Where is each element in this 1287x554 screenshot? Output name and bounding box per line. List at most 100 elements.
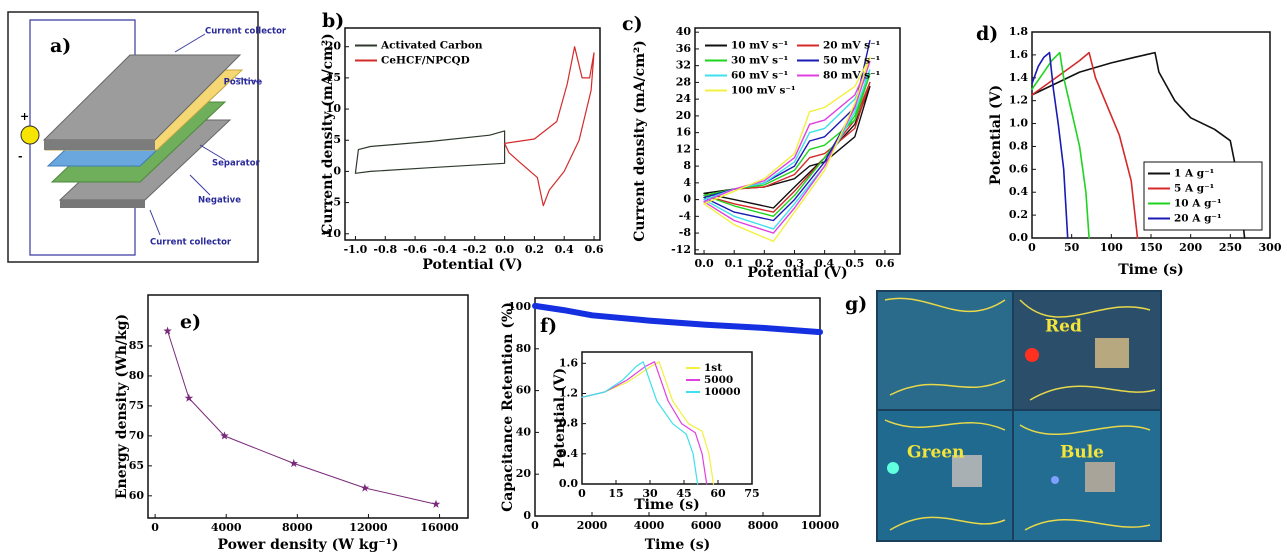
diagram-panel: + - a) Current collector Positive Separa…: [7, 11, 287, 263]
led: [1051, 476, 1059, 484]
legend-label: CeHCF/NPCQD: [381, 55, 470, 67]
x-tick-label: 0.3: [785, 257, 804, 270]
x-tick-label: 0.0: [495, 243, 514, 256]
led: [1025, 348, 1039, 362]
photo: [878, 411, 1012, 540]
x-tick-label: 16000: [420, 521, 459, 534]
y-tick-label: 10: [326, 102, 342, 115]
y-tick-label: 0.2: [1009, 208, 1028, 221]
marker: [184, 393, 194, 402]
marker: [163, 326, 172, 335]
x-tick-label: 0: [151, 521, 159, 534]
y-tick-label: 60: [516, 384, 532, 397]
legend-label: 10 mV s⁻¹: [731, 40, 788, 52]
y-tick-label: 1.6: [559, 356, 578, 369]
y-tick-label: -4: [679, 209, 692, 222]
y-tick-label: 1.8: [1009, 25, 1028, 38]
marker: [289, 458, 299, 468]
series-line: [703, 73, 871, 217]
panel-label: c): [622, 13, 643, 35]
x-tick-label: 200: [1179, 241, 1202, 254]
plot-frame: [147, 294, 469, 519]
x-tick-label: 0.6: [875, 257, 894, 270]
series-line: [1031, 51, 1246, 239]
legend-label: 80 mV s⁻¹: [823, 70, 880, 82]
pointer: [199, 144, 226, 161]
y-tick-label: 80: [129, 369, 145, 382]
device: [1085, 462, 1115, 492]
series-line: [167, 330, 437, 505]
y-tick-label: 0.4: [559, 447, 578, 460]
photo: [1014, 292, 1160, 409]
y-tick-label: 0: [683, 193, 691, 206]
chart: 0 50 100 150 200 250 300 0.0 0.2 0.4 0.6 0.8 1.0 1.2 1…: [976, 23, 1282, 278]
x-tick-label: -1.0: [344, 243, 368, 256]
y-axis-label: Potential (V): [988, 85, 1004, 185]
x-tick-label: -0.2: [463, 243, 487, 256]
legend-label: 100 mV s⁻¹: [731, 85, 796, 97]
legend-label: 50 mV s⁻¹: [823, 55, 880, 67]
series-line: [532, 302, 823, 336]
plate-edge: [60, 200, 145, 208]
y-tick-label: 20: [676, 109, 692, 122]
y-tick-label: 0.8: [1009, 139, 1028, 152]
x-axis-label: Power density (W kg⁻¹): [217, 537, 398, 553]
plot-frame: [344, 27, 601, 241]
y-tick-label: 20: [516, 467, 532, 480]
y-tick-label: 28: [676, 75, 692, 88]
x-tick-label: 0.5: [845, 257, 864, 270]
photo-panel: g) Red Green Bule: [845, 290, 1162, 542]
legend-label: Activated Carbon: [380, 40, 483, 52]
legend-label: 30 mV s⁻¹: [731, 55, 788, 67]
chart: -1.0 -0.8 -0.6 -0.4 -0.2 0.0 0.2 0.4 0.6 -10 -5 0 5 1…: [320, 10, 604, 273]
y-tick-label: 32: [676, 59, 691, 72]
x-tick-label: 12000: [349, 521, 388, 534]
y-tick-label: 20: [326, 40, 342, 53]
device: [1095, 338, 1129, 368]
series-line: [504, 46, 595, 207]
plate-edge: [44, 140, 155, 150]
x-tick-label: 0.2: [525, 243, 544, 256]
x-axis-label: Time (s): [634, 497, 699, 513]
legend-label: 5000: [704, 374, 733, 386]
lamp: [20, 125, 40, 145]
legend-label: 20 A g⁻¹: [1174, 213, 1222, 225]
y-tick-label: 1.4: [1009, 71, 1028, 84]
x-tick-label: 60: [710, 487, 726, 500]
y-tick-label: 12: [676, 142, 691, 155]
pointer: [189, 174, 211, 196]
panel-label: a): [50, 35, 71, 57]
led: [887, 462, 899, 474]
plot-frame: [581, 351, 753, 485]
legend-label: 10 A g⁻¹: [1174, 198, 1222, 210]
plus-sign: +: [20, 110, 29, 123]
y-tick-label: 0.8: [559, 417, 578, 430]
marker: [431, 499, 441, 508]
photo-caption: Green: [907, 443, 964, 463]
charts: -1.0 -0.8 -0.6 -0.4 -0.2 0.0 0.2 0.4 0.6 -10 -5 0 5 1…: [114, 10, 1282, 553]
layer-label: Negative: [198, 196, 241, 206]
legend-label: 10000: [704, 386, 741, 398]
photo: [878, 292, 1012, 409]
y-axis-label: Current density (mA/cm²): [632, 40, 648, 242]
x-axis-label: Potential (V): [747, 265, 847, 281]
y-tick-label: 15: [326, 71, 341, 84]
x-tick-label: 10000: [801, 519, 840, 532]
y-tick-label: -8: [679, 226, 692, 239]
x-tick-label: 0: [531, 519, 539, 532]
y-tick-label: -10: [321, 227, 341, 240]
y-axis-label: Current density (mA/cm²): [320, 33, 336, 235]
legend-label: 20 mV s⁻¹: [823, 40, 880, 52]
photo-caption: Red: [1045, 317, 1082, 337]
x-tick-label: 2000: [577, 519, 608, 532]
series-line: [581, 361, 699, 485]
chart: 0.0 0.1 0.2 0.3 0.4 0.5 0.6 -12 -8 -4 0 4 8 12 16 20 24 2…: [622, 13, 901, 281]
wire: [884, 297, 1156, 531]
x-tick-label: -0.4: [433, 243, 457, 256]
y-tick-label: 100: [508, 300, 531, 313]
y-tick-label: 16: [676, 126, 692, 139]
y-tick-label: -12: [671, 243, 691, 256]
marker: [360, 483, 370, 492]
marker: [220, 431, 229, 440]
